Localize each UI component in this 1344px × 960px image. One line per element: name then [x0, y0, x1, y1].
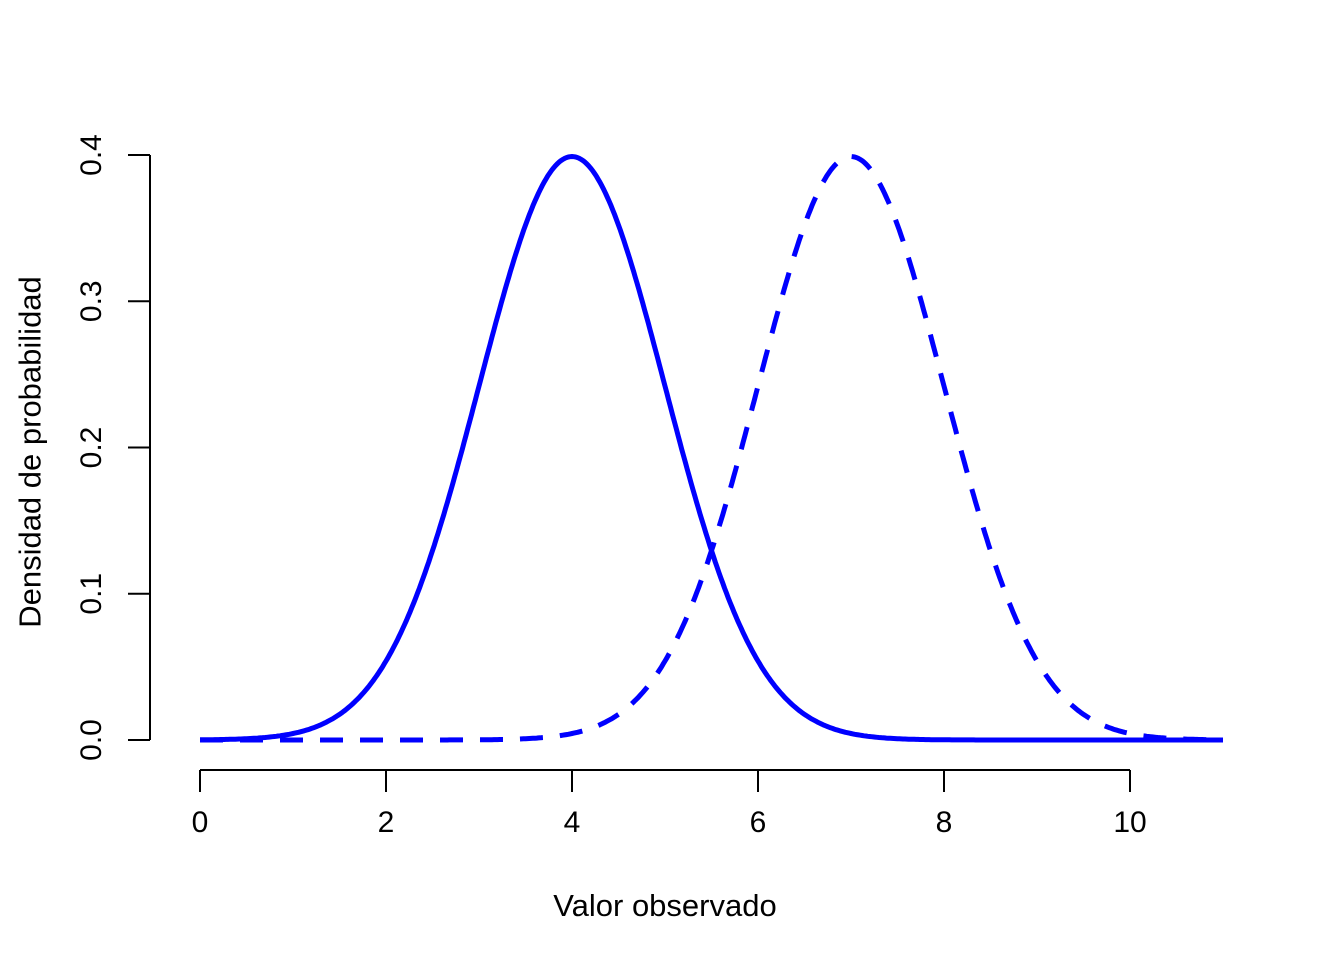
x-tick-label: 8 — [936, 806, 953, 839]
x-tick-label: 10 — [1113, 806, 1146, 839]
x-tick-label: 0 — [192, 806, 209, 839]
y-axis-title: Densidad de probabilidad — [12, 276, 48, 628]
density-curve-solid — [199, 154, 1224, 743]
y-tick-label: 0.4 — [75, 134, 108, 176]
x-tick-label: 4 — [564, 806, 581, 839]
density-curve-dashed — [199, 154, 1224, 743]
x-tick-label: 2 — [378, 806, 395, 839]
x-tick-label: 6 — [750, 806, 767, 839]
y-tick-label: 0.2 — [75, 427, 108, 469]
y-tick-label: 0.1 — [75, 573, 108, 615]
x-axis-title: Valor observado — [553, 888, 777, 923]
y-tick-label: 0.0 — [75, 719, 108, 761]
y-tick-label: 0.3 — [75, 280, 108, 322]
